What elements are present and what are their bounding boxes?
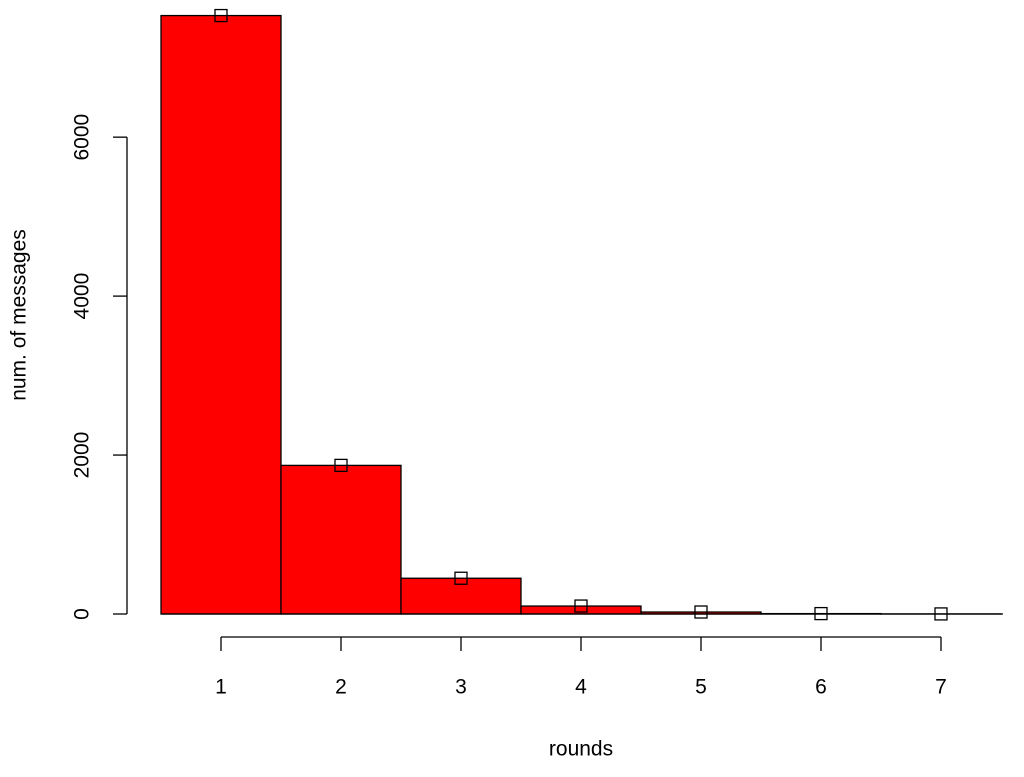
x-tick-label: 2 — [335, 676, 347, 699]
x-axis-label: rounds — [549, 738, 613, 761]
bar — [280, 464, 402, 615]
bar — [160, 14, 282, 615]
y-axis-label: num. of messages — [8, 229, 31, 401]
point-marker — [334, 458, 348, 473]
x-tick-label: 3 — [455, 676, 467, 699]
bar — [400, 577, 522, 615]
x-tick-label: 7 — [935, 676, 947, 699]
point-marker — [454, 571, 468, 585]
y-tick-label: 0 — [71, 608, 94, 620]
x-tick-label: 4 — [575, 676, 587, 699]
x-tick-label: 6 — [815, 676, 827, 699]
y-tick-label: 2000 — [71, 432, 94, 479]
y-tick-label: 6000 — [71, 114, 94, 161]
bar — [520, 605, 642, 615]
x-tick-label: 5 — [695, 676, 707, 699]
x-tick-label: 1 — [215, 676, 227, 699]
point-marker — [934, 607, 948, 621]
y-tick-label: 4000 — [71, 273, 94, 320]
point-marker — [814, 606, 828, 621]
point-marker — [694, 605, 708, 619]
point-marker — [574, 599, 588, 613]
point-marker — [214, 8, 228, 23]
